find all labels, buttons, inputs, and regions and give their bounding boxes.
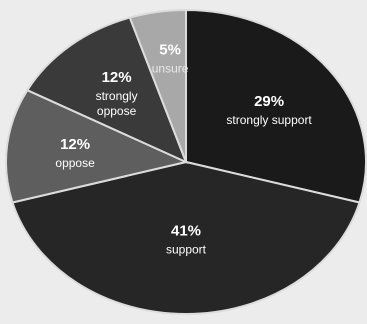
pie-slice-strongly-oppose <box>25 16 188 164</box>
slice-category-label: oppose <box>55 156 95 170</box>
slice-category-label: oppose <box>97 104 137 118</box>
pie-slices <box>5 8 367 315</box>
pie-slice-support <box>11 160 361 315</box>
slice-category-label: unsure <box>152 61 189 75</box>
slice-value-label: 12% <box>102 69 132 86</box>
pie-labels: 29% strongly support 41% support 12% oppose 12… <box>55 41 312 256</box>
slice-value-label: 5% <box>159 41 181 58</box>
slice-category-label: support <box>166 243 207 257</box>
slice-category-label: strongly <box>96 89 138 103</box>
pie-slice-oppose <box>5 88 190 204</box>
slice-value-label: 41% <box>171 223 201 240</box>
pie-slice-strongly-support <box>185 8 367 204</box>
slice-value-label: 29% <box>254 93 284 110</box>
slice-category-label: strongly support <box>226 113 312 127</box>
pie-slice-unsure <box>128 8 187 163</box>
slice-value-label: 12% <box>60 136 90 153</box>
